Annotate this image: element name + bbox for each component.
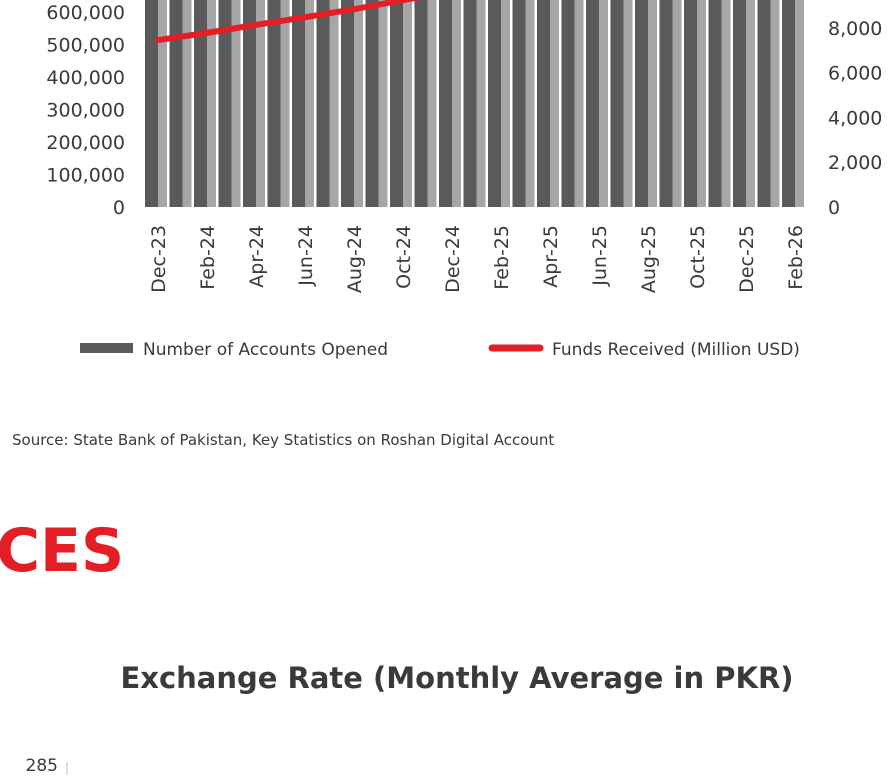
bar-side — [550, 0, 559, 208]
bar-side — [158, 0, 167, 207]
bar — [169, 0, 183, 208]
bar-side — [427, 0, 437, 207]
legend-label: Number of Accounts Opened — [143, 340, 388, 360]
bar — [757, 0, 771, 207]
bar — [194, 0, 207, 207]
bar — [414, 0, 428, 207]
section-heading: CES — [0, 516, 124, 586]
source-note: Source: State Bank of Pakistan, Key Stat… — [12, 431, 554, 449]
x-tick-label: Feb-26 — [785, 225, 807, 290]
legend-swatch — [80, 343, 133, 353]
y-tick-label: 500,000 — [46, 35, 125, 57]
bar-side — [746, 0, 755, 207]
y2-tick-label: 8,000 — [828, 18, 882, 40]
bar — [267, 0, 281, 208]
chart-title: Exchange Rate (Monthly Average in PKR) — [120, 661, 793, 695]
bar — [439, 0, 452, 208]
y2-tick-label: 4,000 — [828, 107, 882, 129]
bar-side — [574, 0, 584, 207]
x-tick-label: Dec-23 — [148, 225, 170, 293]
y-tick-label: 100,000 — [46, 165, 125, 187]
bar — [537, 0, 550, 208]
bar — [561, 0, 575, 207]
x-tick-label: Dec-24 — [442, 225, 464, 293]
bar — [708, 0, 722, 208]
bar-side — [182, 0, 192, 208]
bar-side — [354, 0, 363, 208]
x-tick-label: Jun-25 — [589, 225, 611, 287]
x-tick-label: Dec-25 — [736, 225, 758, 293]
y-tick-label: 300,000 — [46, 100, 125, 122]
y2-tick-label: 6,000 — [828, 63, 882, 85]
bar-side — [501, 0, 510, 207]
x-tick-label: Aug-25 — [638, 225, 660, 293]
bar-side — [623, 0, 633, 208]
bar — [390, 0, 403, 207]
bar-side — [452, 0, 461, 208]
x-tick-label: Feb-25 — [491, 225, 513, 290]
bar-side — [721, 0, 731, 208]
y-tick-label: 0 — [113, 197, 125, 219]
bar — [635, 0, 648, 207]
bar-side — [280, 0, 290, 208]
y-tick-label: 285 — [26, 756, 58, 775]
bar-side — [697, 0, 706, 208]
y-tick-label: 600,000 — [46, 2, 125, 24]
y-tick-label: 200,000 — [46, 132, 125, 154]
legend-label: Funds Received (Million USD) — [552, 340, 800, 360]
x-tick-label: Apr-25 — [540, 225, 562, 288]
bar-side — [378, 0, 388, 208]
bar — [341, 0, 354, 208]
bar-side — [329, 0, 339, 207]
bar-side — [231, 0, 241, 208]
bar-side — [403, 0, 412, 207]
bar — [586, 0, 599, 207]
bar — [512, 0, 526, 208]
bar-side — [305, 0, 314, 207]
bar-side — [476, 0, 486, 207]
bar — [365, 0, 379, 208]
bar — [316, 0, 330, 207]
x-tick-label: Jun-24 — [295, 225, 317, 287]
bar — [659, 0, 673, 207]
line — [155, 0, 422, 44]
bar-side — [207, 0, 216, 207]
x-tick-label: Oct-24 — [393, 225, 415, 289]
bar — [463, 0, 477, 207]
bar — [145, 0, 158, 207]
bar — [610, 0, 624, 208]
x-tick-label: Apr-24 — [246, 225, 268, 288]
bar-side — [256, 0, 265, 207]
y2-tick-label: 2,000 — [828, 152, 882, 174]
bar-side — [599, 0, 608, 207]
x-tick-label: Feb-24 — [197, 225, 219, 290]
y2-tick-label: 0 — [828, 197, 840, 219]
bar — [488, 0, 501, 207]
x-tick-label: Oct-25 — [687, 225, 709, 289]
bar-side — [672, 0, 682, 207]
bar-side — [795, 0, 804, 208]
plot-area — [145, 0, 804, 208]
bar-side — [770, 0, 780, 207]
y-tick-label: 400,000 — [46, 67, 125, 89]
bar — [218, 0, 232, 208]
x-tick-label: Aug-24 — [344, 225, 366, 293]
bar — [733, 0, 746, 207]
bar-side — [648, 0, 657, 207]
bar-side — [525, 0, 535, 208]
bar — [684, 0, 697, 208]
bar — [782, 0, 795, 208]
bar — [292, 0, 305, 207]
bar — [243, 0, 256, 207]
